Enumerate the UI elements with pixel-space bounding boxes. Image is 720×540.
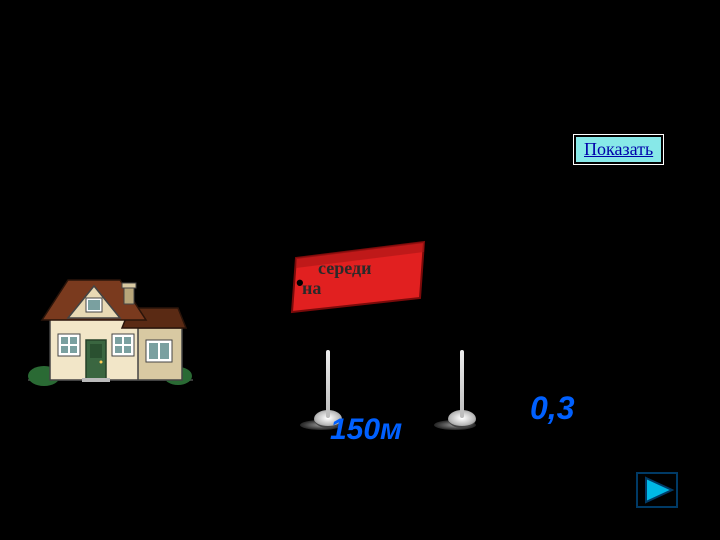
banner-text-line2: на [302, 278, 321, 299]
next-button[interactable] [636, 472, 678, 508]
value-03-label: 0,3 [530, 390, 574, 427]
banner-text-line1: середи [318, 258, 371, 279]
show-button[interactable]: Показать [574, 135, 663, 164]
house-illustration [28, 268, 193, 386]
distance-150-label: 150м [330, 413, 402, 447]
